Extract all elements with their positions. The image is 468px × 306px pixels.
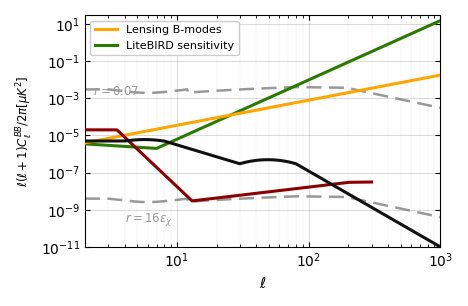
LiteBIRD sensitivity [239,108,245,112]
Line: LiteBIRD sensitivity: LiteBIRD sensitivity [85,21,440,148]
LiteBIRD sensitivity [438,19,443,22]
Lensing B-modes [366,87,371,91]
Line: Lensing B-modes: Lensing B-modes [85,75,440,143]
Text: $r=0.07$: $r=0.07$ [93,85,139,98]
Y-axis label: $\ell(\ell+1)C_\ell^{BB}/2\pi[\mu K^2]$: $\ell(\ell+1)C_\ell^{BB}/2\pi[\mu K^2]$ [15,75,35,187]
LiteBIRD sensitivity [82,142,88,146]
Lensing B-modes [239,111,244,115]
LiteBIRD sensitivity [366,51,372,55]
LiteBIRD sensitivity [226,114,232,118]
LiteBIRD sensitivity [118,144,124,148]
LiteBIRD sensitivity [154,147,159,150]
Legend: Lensing B-modes, LiteBIRD sensitivity: Lensing B-modes, LiteBIRD sensitivity [90,21,239,55]
LiteBIRD sensitivity [360,54,366,58]
Lensing B-modes [226,114,232,117]
Lensing B-modes [326,95,332,98]
Lensing B-modes [438,73,443,77]
LiteBIRD sensitivity [327,69,332,73]
X-axis label: $\ell$: $\ell$ [259,276,266,291]
Lensing B-modes [118,134,124,138]
Lensing B-modes [82,141,88,145]
Text: $r=16\varepsilon_\chi$: $r=16\varepsilon_\chi$ [124,211,172,228]
Lensing B-modes [359,88,365,92]
